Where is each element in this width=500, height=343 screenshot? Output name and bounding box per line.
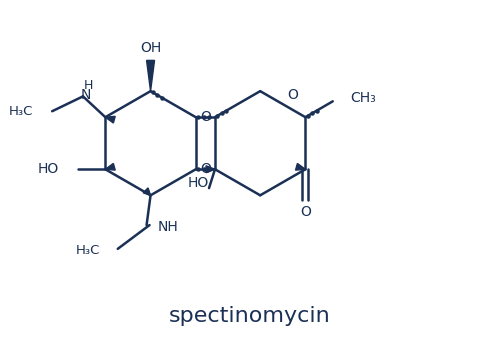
Text: NH: NH	[158, 220, 178, 234]
Text: O: O	[200, 110, 211, 124]
Text: OH: OH	[140, 41, 161, 55]
Polygon shape	[106, 116, 115, 123]
Polygon shape	[143, 188, 150, 195]
Text: H₃C: H₃C	[76, 244, 100, 257]
Text: O: O	[200, 162, 211, 176]
Text: O: O	[300, 205, 311, 220]
Text: H₃C: H₃C	[9, 105, 33, 118]
Text: H: H	[84, 79, 94, 92]
Text: N: N	[80, 88, 90, 102]
Text: O: O	[288, 88, 298, 102]
Polygon shape	[296, 164, 306, 170]
Text: spectinomycin: spectinomycin	[169, 306, 331, 326]
Text: HO: HO	[38, 162, 59, 176]
Text: HO: HO	[188, 176, 209, 190]
Polygon shape	[206, 166, 215, 173]
Polygon shape	[106, 164, 115, 170]
Text: CH₃: CH₃	[350, 91, 376, 105]
Polygon shape	[146, 60, 154, 91]
